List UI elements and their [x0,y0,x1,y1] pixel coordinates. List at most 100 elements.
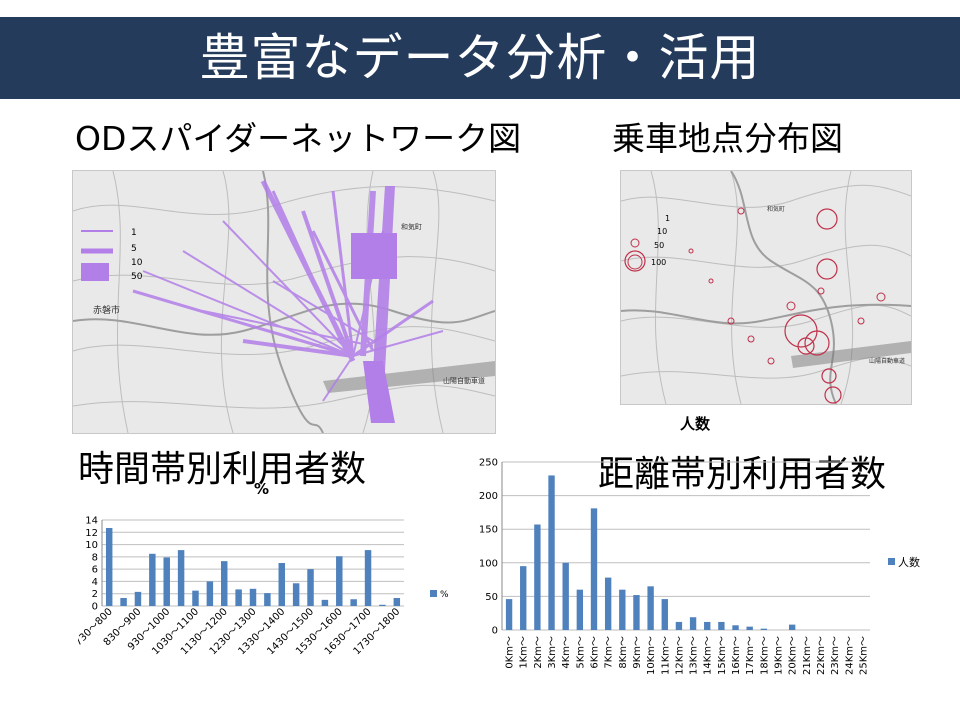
distance-chart-x-tick-label: 10Km～ [646,636,657,675]
time-chart-bar [206,581,214,606]
boarding-place-label: 和気町 [767,205,785,213]
distance-chart-unit-label: 人数 [680,415,711,433]
distance-chart-x-tick-label: 2Km～ [533,636,544,669]
spider-place-label: 山陽自動車道 [443,376,485,385]
time-chart-bar [149,553,156,606]
time-chart-legend-label: % [440,590,449,600]
od-spider-map: 1 5 10 50 赤磐市 和気町 山陽自動車道 [72,170,496,434]
distance-chart-x-tick-label: 24Km～ [844,636,855,675]
distance-chart-bar [590,508,598,630]
distance-chart-bar [576,589,584,630]
distance-chart-bar [647,586,654,630]
spider-legend-1: 1 [131,228,137,238]
boarding-point-map: 1 10 50 100 和気町 山陽自動車道 [620,170,912,405]
time-chart-bar [177,550,185,606]
distance-band-chart: 0 50 100 150 200 250 0Km～ 1Km～ 2Km～ 3Km～ 4Km～ 5Km～… [479,458,920,676]
time-chart-bar [307,569,314,606]
distance-chart-x-tick-label: 3Km～ [547,636,558,669]
time-chart-x-ticks: 730～800830～900930～10001030～11001130～1200… [78,606,402,657]
distance-chart-y-tick-label: 0 [492,626,498,637]
time-chart-bar [249,588,257,606]
time-chart-bar [264,593,271,606]
distance-chart-x-tick-label: 14Km～ [703,636,714,675]
title-bar [0,17,960,99]
slide-title: 豊富なデータ分析・活用 [199,29,761,87]
spider-place-label: 赤磐市 [93,304,120,316]
distance-chart-x-tick-label: 12Km～ [674,636,685,675]
distance-chart-x-tick-label: 4Km～ [561,636,572,669]
distance-chart-x-tick-label: 11Km～ [660,636,671,675]
boarding-legend-100: 100 [651,258,666,267]
distance-chart-x-tick-label: 18Km～ [759,636,770,675]
time-chart-bar [292,583,300,606]
time-chart-bar [379,604,386,606]
time-chart-bar [192,590,199,606]
time-chart-legend-swatch [430,590,437,597]
distance-chart-y-tick-label: 200 [479,491,498,502]
spider-legend-5: 5 [131,244,137,254]
distance-chart-bar [505,599,513,630]
distance-chart-gridlines [501,461,870,631]
time-chart-bars [105,527,401,606]
spider-legend-10: 10 [131,258,143,268]
time-chart-y-tick-label: 8 [92,552,98,563]
time-chart-bar [350,599,357,606]
distance-chart-x-tick-label: 21Km～ [802,636,813,675]
time-chart-bar [336,556,343,606]
distance-chart-x-tick-label: 1Km～ [519,636,530,669]
distance-chart-x-tick-label: 17Km～ [745,636,756,675]
boarding-point-map-graphic: 1 10 50 100 和気町 山陽自動車道 [621,171,911,404]
spider-map-subtitle: ODスパイダーネットワーク図 [75,119,522,158]
time-chart-bar [321,599,329,606]
distance-chart-y-tick-label: 250 [479,458,498,469]
time-chart-y-tick-label: 14 [85,516,98,527]
distance-chart-bar [788,624,796,630]
time-chart-legend: % [430,590,449,600]
boarding-legend-1: 1 [665,214,670,223]
time-chart-heading: 時間帯別利用者数 [78,449,367,490]
time-chart-bar [278,563,285,606]
distance-chart-x-tick-label: 25Km～ [858,636,869,675]
distance-chart-heading: 距離帯別利用者数 [598,454,887,495]
time-chart-y-tick-label: 0 [92,602,98,613]
distance-chart-legend-swatch [888,558,895,565]
distance-chart-bar [718,621,725,630]
time-chart-bar [393,598,401,606]
distance-chart-bar [604,577,612,630]
time-chart-y-tick-label: 2 [92,589,98,600]
distance-chart-y-tick-label: 50 [485,592,498,603]
distance-chart-x-tick-label: 16Km～ [731,636,742,675]
time-chart-bar [221,561,228,606]
time-chart-bar [163,557,170,606]
distance-chart-x-tick-label: 20Km～ [788,636,799,675]
distance-chart-x-ticks: 0Km～ 1Km～ 2Km～ 3Km～ 4Km～ 5Km～ 6Km～ 7Km～ 8Km～ 9Km～… [505,636,870,675]
distance-chart-y-ticks: 0 50 100 150 200 250 [479,458,498,637]
boarding-legend-50: 50 [654,241,664,250]
distance-chart-x-tick-label: 8Km～ [618,636,629,669]
time-chart-bar [235,589,242,606]
distance-chart-bar [760,628,768,630]
distance-chart-y-tick-label: 100 [479,558,498,569]
distance-chart-x-tick-label: 0Km～ [505,636,516,669]
distance-chart-bar [746,626,753,630]
time-chart-y-tick-label: 12 [85,528,98,539]
time-chart-bar [364,550,372,606]
boarding-place-label: 山陽自動車道 [869,357,905,365]
distance-chart-bar [548,475,555,630]
distance-chart-x-tick-label: 19Km～ [774,636,785,675]
time-chart-y-tick-label: 6 [92,565,98,576]
distance-chart-x-tick-label: 23Km～ [830,636,841,675]
distance-chart-x-tick-label: 15Km～ [717,636,728,675]
od-spider-map-graphic: 1 5 10 50 赤磐市 和気町 山陽自動車道 [73,171,495,433]
distance-chart-bar [661,599,668,630]
distance-chart-x-tick-label: 22Km～ [816,636,827,675]
distance-chart-bar [732,625,739,630]
time-chart-bar [105,527,113,606]
distance-chart-x-tick-label: 7Km～ [604,636,615,669]
distance-chart-x-tick-label: 9Km～ [632,636,643,669]
time-chart-y-tick-label: 10 [85,540,98,551]
time-chart-unit-label: % [254,480,270,498]
spider-legend-50: 50 [131,272,143,282]
